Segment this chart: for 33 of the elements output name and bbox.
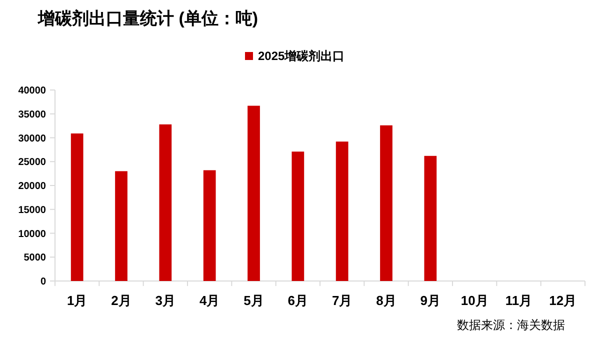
x-tick-label: 12月 xyxy=(549,293,577,308)
x-tick-label: 11月 xyxy=(505,293,532,308)
y-tick-label: 25000 xyxy=(18,157,46,168)
x-tick-label: 8月 xyxy=(376,293,396,308)
x-tick-label: 4月 xyxy=(199,293,220,308)
bar xyxy=(248,106,260,281)
x-tick-label: 2月 xyxy=(111,293,132,308)
x-tick-label: 3月 xyxy=(155,293,176,308)
bar xyxy=(380,125,392,281)
x-tick-label: 6月 xyxy=(288,293,308,308)
bar xyxy=(115,171,128,281)
bar xyxy=(159,124,172,281)
x-tick-label: 7月 xyxy=(332,293,352,308)
y-tick-label: 15000 xyxy=(18,204,46,216)
y-tick-label: 35000 xyxy=(18,109,46,120)
bar xyxy=(292,152,304,281)
x-tick-label: 1月 xyxy=(66,293,88,308)
x-tick-label: 9月 xyxy=(420,293,441,308)
source-note: 数据来源：海关数据 xyxy=(457,318,565,332)
legend-label: 2025增碳剂出口 xyxy=(258,49,345,63)
x-tick-label: 5月 xyxy=(244,293,264,308)
bar xyxy=(203,170,216,281)
y-tick-label: 30000 xyxy=(18,133,46,144)
y-tick-label: 0 xyxy=(40,276,46,288)
y-tick-label: 10000 xyxy=(18,228,46,240)
bar xyxy=(70,133,84,281)
y-tick-label: 5000 xyxy=(24,252,46,264)
x-tick-label: 10月 xyxy=(460,293,488,308)
y-tick-label: 20000 xyxy=(18,181,46,192)
chart-title: 增碳剂出口量统计 (单位：吨) xyxy=(37,9,258,28)
bar xyxy=(336,142,348,281)
bar xyxy=(424,156,437,281)
y-tick-label: 40000 xyxy=(18,86,46,96)
